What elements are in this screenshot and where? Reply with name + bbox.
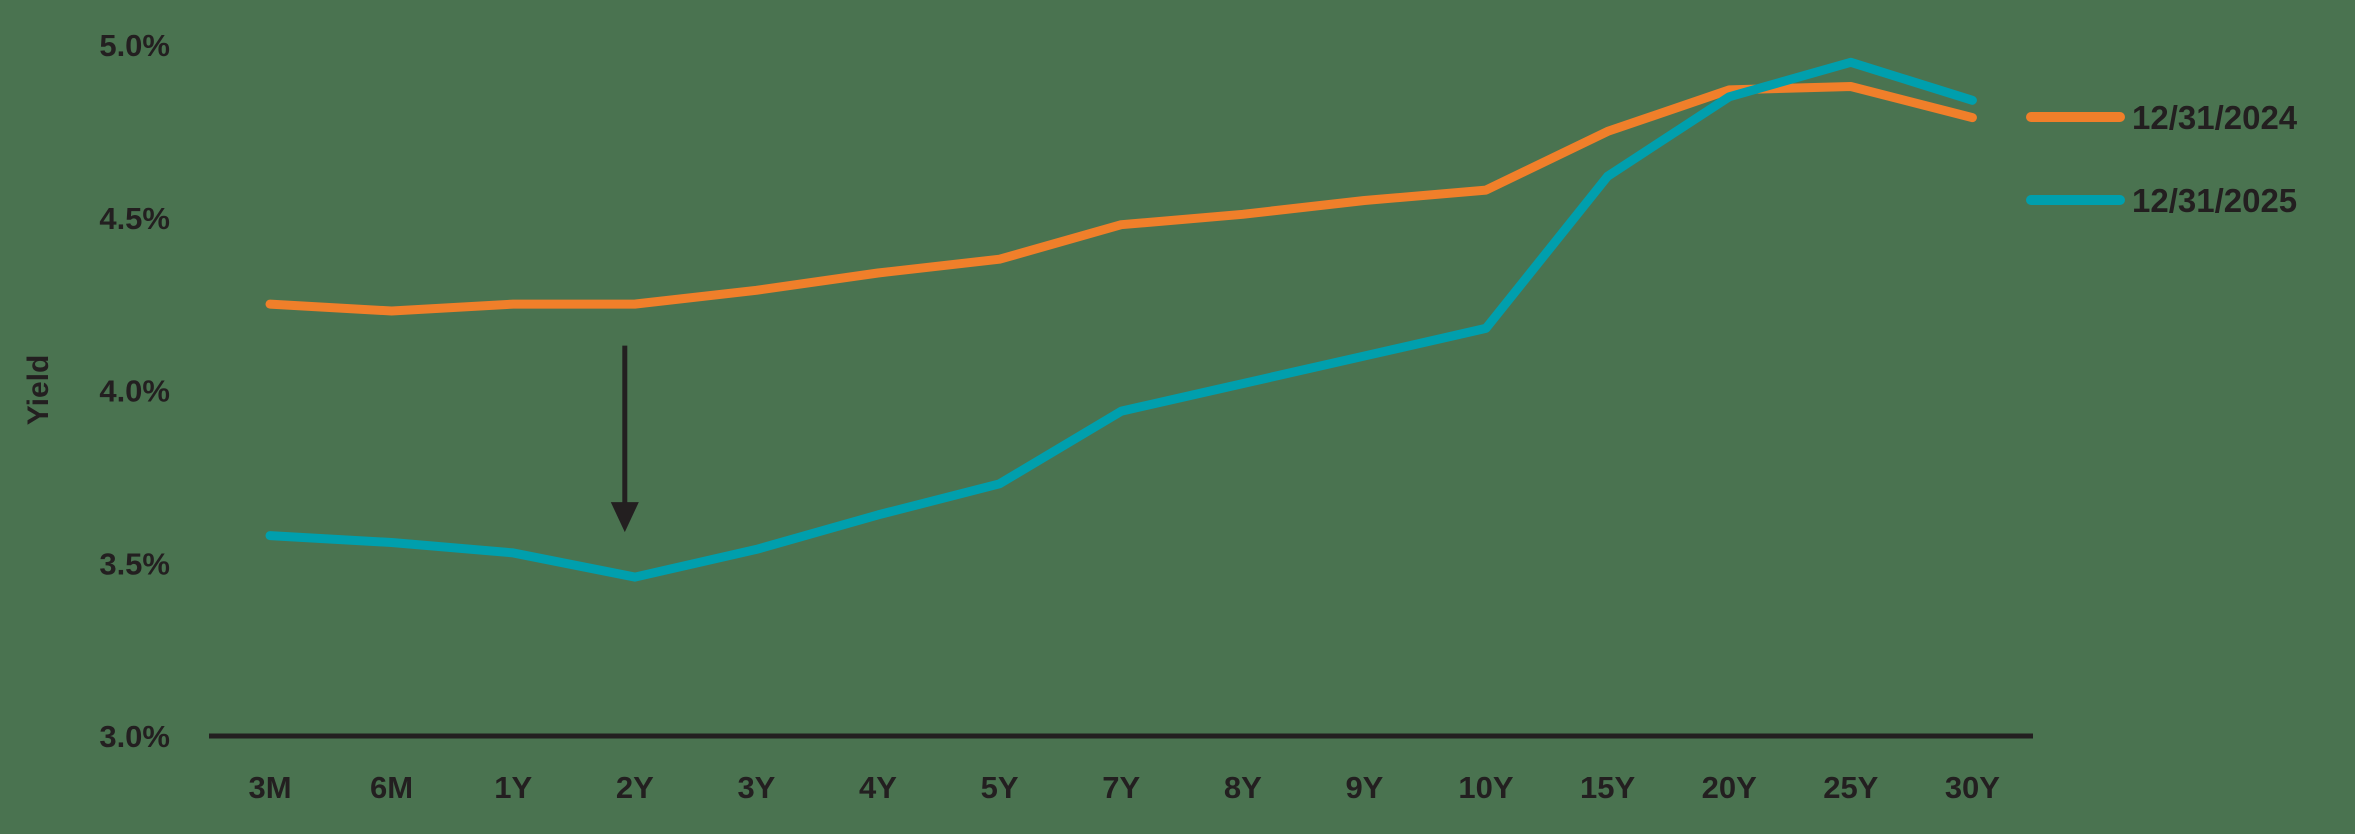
x-tick-label: 25Y [1823,770,1878,805]
x-tick-label: 3Y [737,770,775,805]
x-tick-label: 1Y [494,770,532,805]
x-tick-label: 10Y [1458,770,1513,805]
x-tick-label: 8Y [1224,770,1262,805]
x-tick-label: 9Y [1345,770,1383,805]
arrow-down-icon [610,502,639,533]
legend: 12/31/2024 12/31/2025 [2026,99,2298,219]
x-tick-label: 30Y [1945,770,2000,805]
legend-item: 12/31/2024 [2026,99,2298,136]
y-axis-title: Yield [22,355,55,426]
series-line-2024 [265,82,1977,316]
decline-arrow-annotation [610,345,639,533]
legend-label: 12/31/2025 [2132,182,2297,219]
y-axis-tick-labels: 3.0% 3.5% 4.0% 4.5% 5.0% [99,28,170,754]
y-tick-label: 5.0% [99,28,170,63]
y-tick-label: 4.5% [99,201,170,236]
x-tick-label: 4Y [859,770,897,805]
x-tick-label: 20Y [1702,770,1757,805]
x-tick-label: 3M [248,770,291,805]
x-tick-label: 5Y [981,770,1019,805]
y-tick-label: 4.0% [99,374,170,409]
series-lines [265,57,1977,582]
legend-label: 12/31/2024 [2132,99,2298,136]
legend-item: 12/31/2025 [2026,182,2297,219]
series-line-2025 [265,57,1977,582]
x-tick-label: 2Y [616,770,654,805]
x-tick-label: 6M [370,770,413,805]
x-axis-tick-labels: 3M 6M 1Y 2Y 3Y 4Y 5Y 7Y 8Y 9Y 10Y 15Y 20Y 25Y 30Y [248,770,2000,805]
x-tick-label: 7Y [1102,770,1140,805]
x-tick-label: 15Y [1580,770,1635,805]
y-tick-label: 3.5% [99,546,170,581]
y-tick-label: 3.0% [99,719,170,754]
